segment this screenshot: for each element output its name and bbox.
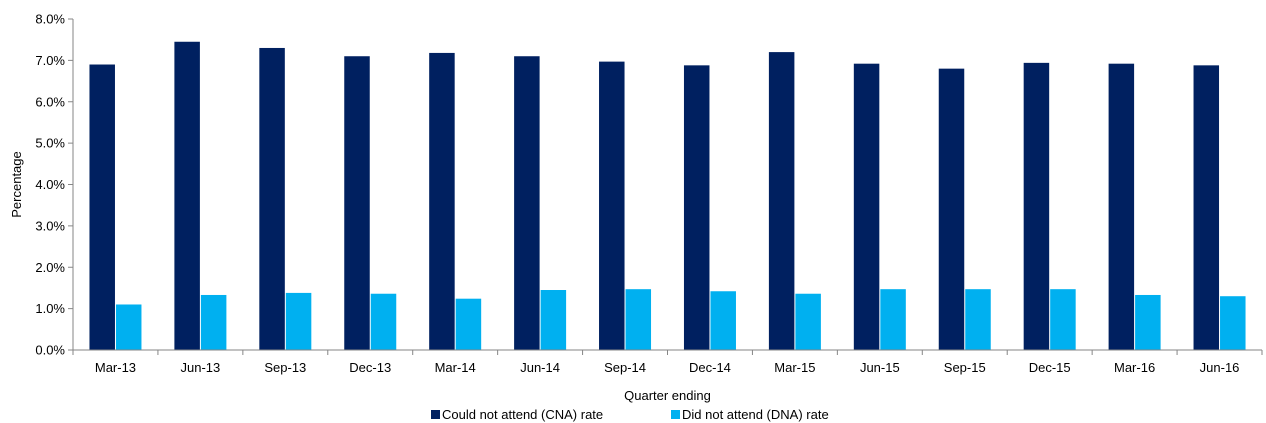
cna-bar (768, 52, 795, 350)
y-tick-label: 7.0% (35, 53, 65, 68)
dna-bar (795, 293, 821, 350)
y-tick-label: 3.0% (35, 218, 65, 233)
x-tick-label: Mar-16 (1114, 360, 1155, 375)
cna-bar (599, 61, 625, 351)
y-tick-label: 1.0% (35, 301, 65, 316)
x-tick-label: Sep-15 (944, 360, 986, 375)
x-tick-label: Mar-15 (774, 360, 815, 375)
cna-bar (514, 56, 540, 351)
cna-bar (344, 56, 370, 351)
y-tick-label: 2.0% (35, 260, 65, 275)
axes (72, 19, 1262, 351)
dna-legend-label: Did not attend (DNA) rate (682, 407, 829, 422)
x-tick-label: Jun-16 (1200, 360, 1240, 375)
cna-bar (1023, 62, 1050, 351)
x-tick-label: Mar-13 (95, 360, 136, 375)
dna-bar (455, 298, 482, 350)
y-tick-label: 4.0% (35, 177, 65, 192)
y-tick-label: 5.0% (35, 136, 65, 151)
x-axis-title: Quarter ending (624, 388, 711, 403)
x-tick-label: Dec-15 (1029, 360, 1071, 375)
dna-bar (200, 294, 227, 350)
cna-bar (1193, 65, 1220, 350)
dna-bar (880, 289, 906, 350)
x-tick-label: Sep-13 (264, 360, 306, 375)
y-axis-title: Percentage (9, 151, 24, 218)
dna-bar (285, 292, 312, 350)
cna-bar (853, 63, 880, 351)
dna-bar (1220, 296, 1246, 350)
x-tick-label: Jun-15 (860, 360, 900, 375)
cna-legend-swatch (431, 410, 440, 419)
cna-bar (1108, 63, 1135, 351)
x-tick-label: Dec-13 (349, 360, 391, 375)
dna-legend-swatch (671, 410, 680, 419)
x-tick-label: Dec-14 (689, 360, 731, 375)
x-tick-label: Mar-14 (435, 360, 476, 375)
y-tick-label: 0.0% (35, 343, 65, 358)
dna-bar (1050, 289, 1076, 350)
dna-bar (625, 289, 652, 350)
dna-bar (115, 304, 142, 350)
cna-bar (174, 41, 200, 350)
y-tick-label: 8.0% (35, 12, 65, 27)
cna-legend-label: Could not attend (CNA) rate (442, 407, 603, 422)
dna-bar (540, 290, 567, 350)
x-tick-label: Jun-13 (181, 360, 221, 375)
cna-bar (683, 65, 710, 350)
y-axis-ticks: 0.0% 1.0% 2.0% 3.0% 4.0% 5.0% 6.0% 7.0% 8.0% (35, 12, 73, 358)
cna-bar (89, 64, 115, 350)
x-tick-label: Jun-14 (520, 360, 560, 375)
cna-bar (429, 52, 455, 351)
x-tick-label: Sep-14 (604, 360, 646, 375)
y-tick-label: 6.0% (35, 94, 65, 109)
x-axis-ticks: Mar-13 Jun-13 Sep-13 Dec-13 Mar-14 Jun-14 Sep-… (72, 350, 1263, 375)
dna-bar (370, 293, 397, 350)
dna-bar (710, 291, 736, 350)
dna-bar (1135, 294, 1161, 350)
cna-bar (938, 68, 965, 351)
bar-series (89, 41, 1246, 351)
dna-bar (965, 289, 991, 350)
cna-bar (259, 47, 285, 351)
legend: Could not attend (CNA) rate Did not atten… (431, 407, 829, 422)
